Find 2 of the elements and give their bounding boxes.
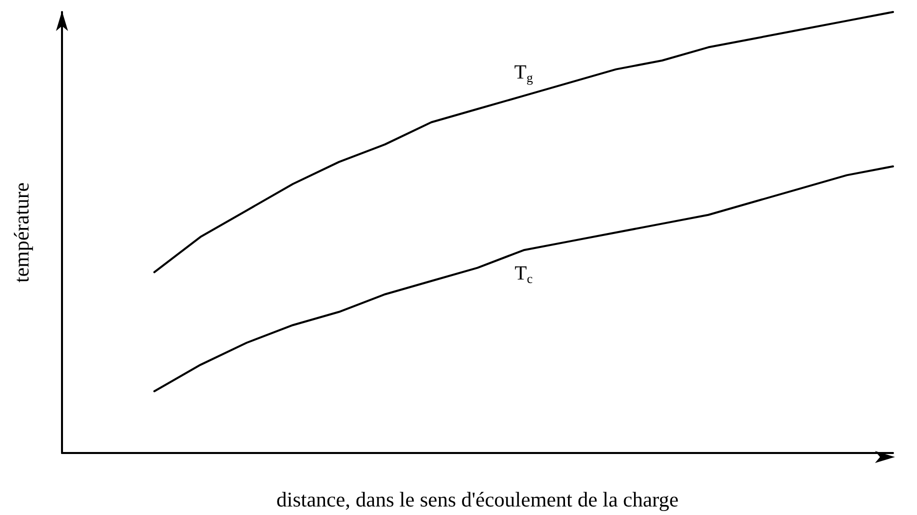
x-axis-title: distance, dans le sens d'écoulement de la charge (276, 488, 679, 512)
y-axis-title: température (10, 182, 34, 283)
